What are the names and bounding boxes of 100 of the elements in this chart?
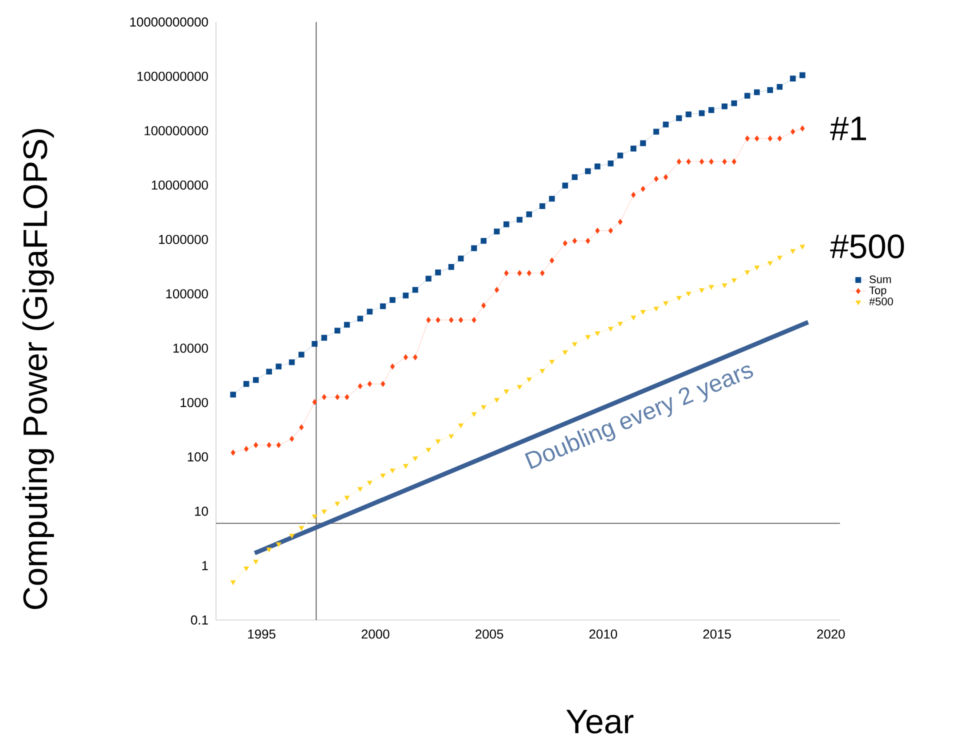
y-tick-label: 0.1: [190, 615, 208, 625]
point: [402, 292, 409, 298]
point: [640, 310, 646, 315]
point: [276, 364, 282, 370]
point: [586, 238, 590, 244]
x-tick-label: 2005: [476, 630, 504, 639]
point: [618, 322, 623, 326]
point: [403, 354, 408, 360]
point: [640, 140, 646, 146]
point: [654, 306, 659, 312]
point: [754, 266, 760, 270]
point: [517, 270, 522, 276]
y-tick-label: 100000000: [144, 126, 208, 136]
point: [617, 152, 624, 158]
point: [572, 342, 578, 347]
point: [335, 394, 340, 400]
point: [550, 258, 554, 264]
point: [526, 211, 532, 218]
point: [366, 308, 373, 315]
point: [504, 270, 509, 276]
point: [380, 474, 386, 478]
point: [253, 560, 258, 564]
y-tick-label: 1000000: [159, 234, 208, 244]
x-tick-label: 2000: [362, 630, 390, 639]
point: [436, 439, 441, 444]
y-tick-label: 100: [188, 452, 208, 462]
point: [230, 580, 236, 585]
point: [358, 487, 363, 492]
point: [562, 350, 568, 355]
point: [676, 296, 682, 301]
point: [800, 244, 805, 250]
point: [448, 264, 454, 270]
point: [640, 186, 646, 192]
point: [344, 322, 350, 328]
point: [481, 405, 486, 410]
point: [426, 448, 432, 452]
point: [585, 168, 591, 174]
point: [594, 164, 600, 170]
point: [732, 278, 737, 283]
point: [562, 182, 568, 188]
point: [731, 100, 738, 106]
point: [322, 510, 327, 514]
point: [708, 107, 714, 113]
point: [290, 436, 294, 442]
point: [448, 434, 454, 439]
point: [630, 316, 636, 320]
y-tick-label: 10000000: [152, 180, 208, 190]
x-axis-title: Year: [566, 710, 634, 734]
point: [252, 377, 259, 383]
point: [458, 256, 464, 262]
y-tick-label: 10: [195, 506, 208, 516]
point: [540, 270, 545, 276]
point: [358, 383, 362, 390]
y-tick-label: 10000000000: [130, 17, 208, 27]
point: [367, 480, 372, 486]
point: [540, 368, 545, 374]
y-tick-label: 1000: [180, 398, 208, 408]
point: [686, 111, 692, 118]
point: [288, 359, 295, 366]
y-tick-label: 1: [202, 561, 208, 570]
point: [709, 158, 714, 165]
point: [471, 245, 477, 252]
point: [390, 297, 396, 303]
point: [562, 240, 568, 246]
point: [608, 228, 613, 234]
point: [549, 360, 554, 364]
point: [299, 424, 304, 430]
point: [790, 76, 796, 82]
point: [380, 303, 386, 310]
x-tick-label: 1995: [248, 630, 276, 639]
point: [390, 364, 395, 370]
point: [800, 72, 806, 78]
point: [334, 502, 340, 506]
point: [663, 301, 668, 306]
point: [526, 270, 532, 276]
point: [790, 249, 796, 254]
point: [676, 158, 682, 165]
point: [686, 292, 692, 296]
point: [754, 136, 760, 142]
point: [686, 158, 691, 165]
point: [630, 146, 636, 152]
point: [458, 424, 464, 428]
point: [698, 110, 705, 116]
point: [722, 104, 728, 110]
point: [594, 331, 600, 336]
point: [654, 176, 658, 182]
point: [254, 442, 258, 448]
point: [744, 92, 750, 99]
point: [436, 317, 440, 323]
point: [754, 89, 760, 96]
point: [790, 128, 796, 135]
point: [458, 317, 464, 323]
point: [708, 285, 714, 290]
point: [504, 390, 509, 394]
point: [334, 328, 340, 334]
point: [517, 385, 522, 390]
point: [380, 381, 386, 387]
point: [426, 317, 431, 323]
point: [777, 136, 782, 142]
point: [653, 128, 660, 135]
